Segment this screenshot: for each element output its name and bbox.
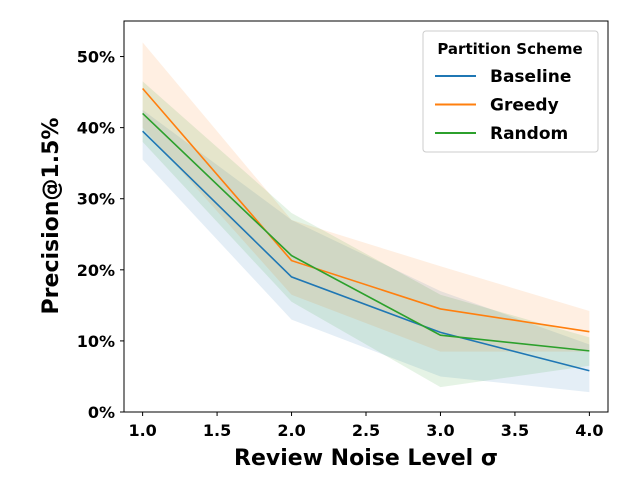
line-greedy [142,88,590,333]
legend-frame [422,30,599,153]
x-axis-ticks: 1.0 1.5 2.0 2.5 3.0 3.5 4.0 [128,412,604,440]
legend: Partition Scheme Baseline Greedy Random [422,30,599,153]
y-axis-label: Precision@1.5% [39,118,64,315]
band-greedy [142,42,590,352]
legend-label-baseline: Baseline [490,67,571,87]
y-tick-label: 0% [88,403,115,422]
band-baseline [142,109,590,393]
y-tick-label: 20% [77,261,115,280]
confidence-bands [142,42,590,393]
x-tick-label: 3.5 [501,421,529,440]
y-tick-label: 40% [77,119,115,138]
legend-title: Partition Scheme [437,40,582,58]
x-tick-label: 4.0 [575,421,603,440]
line-baseline [142,130,590,372]
x-tick-label: 2.0 [277,421,305,440]
x-tick-label: 1.5 [203,421,231,440]
y-tick-label: 10% [77,332,115,351]
x-tick-label: 3.0 [426,421,454,440]
y-tick-label: 30% [77,190,115,209]
band-random [142,81,590,388]
legend-label-random: Random [490,124,568,144]
series-lines [142,88,590,372]
y-tick-label: 50% [77,48,115,67]
x-tick-label: 2.5 [352,421,380,440]
y-axis-ticks: 0% 10% 20% 30% 40% 50% [77,48,124,422]
x-axis-label: Review Noise Level σ [234,446,498,471]
line-random [142,112,590,352]
x-tick-label: 1.0 [128,421,156,440]
legend-label-greedy: Greedy [490,96,559,116]
